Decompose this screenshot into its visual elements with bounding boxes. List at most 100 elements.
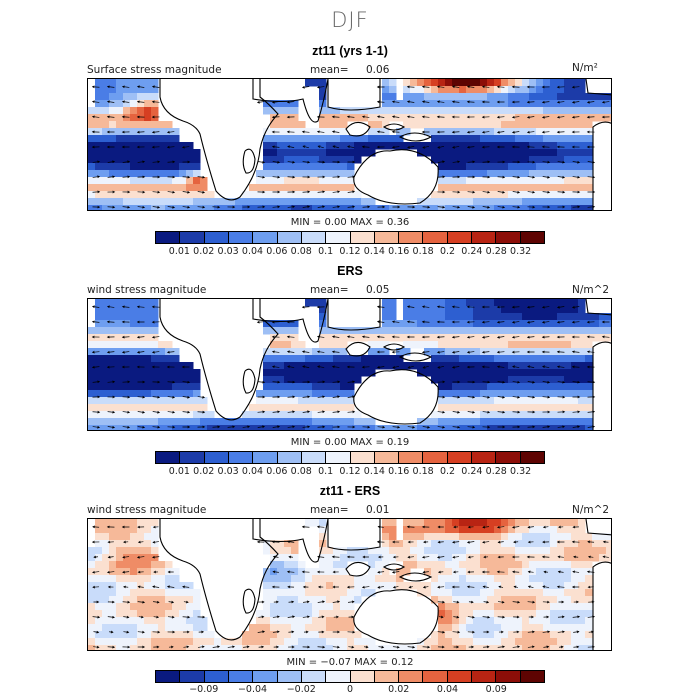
wind-vector-head bbox=[451, 130, 455, 134]
field-cell bbox=[347, 369, 355, 377]
field-cell bbox=[249, 184, 257, 192]
field-cell bbox=[116, 191, 124, 199]
field-cell bbox=[508, 156, 516, 164]
field-cell bbox=[144, 177, 152, 185]
field-cell bbox=[263, 142, 271, 150]
field-cell bbox=[144, 369, 152, 377]
field-cell bbox=[284, 376, 292, 384]
field-cell bbox=[298, 135, 306, 143]
field-cell bbox=[249, 638, 257, 646]
wind-vector-head bbox=[586, 130, 590, 134]
field-cell bbox=[536, 526, 544, 534]
wind-vector-head bbox=[562, 190, 566, 194]
field-cell bbox=[452, 540, 460, 548]
field-cell bbox=[109, 638, 117, 646]
field-cell bbox=[564, 582, 572, 590]
wind-vector-head bbox=[322, 160, 326, 164]
field-cell bbox=[515, 362, 523, 370]
field-cell bbox=[291, 568, 299, 576]
field-cell bbox=[151, 149, 159, 157]
wind-vector-head bbox=[601, 115, 605, 119]
field-cell bbox=[403, 306, 411, 314]
field-cell bbox=[382, 299, 390, 307]
colorbar-tick-label: 0.32 bbox=[510, 246, 532, 257]
field-cell bbox=[501, 114, 509, 122]
field-cell bbox=[438, 533, 446, 541]
field-cell bbox=[501, 198, 509, 206]
field-cell bbox=[340, 369, 348, 377]
field-cell bbox=[557, 313, 565, 321]
field-cell bbox=[102, 198, 110, 206]
field-cell bbox=[529, 589, 537, 597]
field-cell bbox=[102, 348, 110, 356]
wind-vector bbox=[467, 101, 475, 103]
field-cell bbox=[123, 198, 131, 206]
wind-vector bbox=[318, 616, 324, 618]
wind-vector bbox=[257, 161, 265, 163]
field-cell bbox=[501, 362, 509, 370]
field-cell bbox=[473, 561, 481, 569]
colorbar-swatch bbox=[496, 671, 521, 682]
field-cell bbox=[277, 404, 285, 412]
field-cell bbox=[536, 198, 544, 206]
field-cell bbox=[95, 603, 103, 611]
field-cell bbox=[312, 177, 320, 185]
wind-vector-head bbox=[526, 85, 530, 89]
field-cell bbox=[361, 582, 369, 590]
field-cell bbox=[179, 177, 187, 185]
field-cell bbox=[410, 114, 418, 122]
colorbar-swatch bbox=[447, 671, 473, 682]
field-cell bbox=[263, 610, 271, 618]
field-cell bbox=[368, 547, 376, 555]
wind-vector-head bbox=[421, 130, 425, 134]
field-cell bbox=[326, 149, 334, 157]
field-cell bbox=[473, 170, 481, 178]
field-cell bbox=[228, 638, 236, 646]
wind-vector-head bbox=[166, 365, 170, 369]
field-cell bbox=[137, 313, 145, 321]
colorbar-swatch bbox=[399, 232, 424, 243]
field-cell bbox=[312, 589, 320, 597]
field-cell bbox=[473, 191, 481, 199]
field-cell bbox=[179, 631, 187, 639]
field-cell bbox=[459, 184, 467, 192]
field-cell bbox=[263, 355, 271, 363]
field-cell bbox=[515, 299, 523, 307]
field-cell bbox=[333, 397, 341, 405]
field-cell bbox=[214, 418, 222, 426]
field-cell bbox=[277, 163, 285, 171]
field-cell bbox=[172, 369, 180, 377]
wind-vector-head bbox=[437, 365, 441, 369]
field-cell bbox=[137, 645, 145, 650]
field-cell bbox=[95, 313, 103, 321]
field-cell bbox=[165, 376, 173, 384]
colorbar-swatch bbox=[447, 452, 473, 463]
field-cell bbox=[186, 638, 194, 646]
wind-vector bbox=[377, 586, 385, 588]
field-cell bbox=[557, 156, 565, 164]
field-cell bbox=[487, 376, 495, 384]
field-cell bbox=[578, 299, 586, 307]
field-cell bbox=[452, 411, 460, 419]
wind-vector bbox=[527, 101, 535, 103]
wind-vector bbox=[467, 146, 475, 148]
wind-vector bbox=[557, 191, 565, 193]
wind-vector bbox=[557, 616, 565, 618]
field-cell bbox=[102, 575, 110, 583]
field-cell bbox=[158, 411, 166, 419]
field-cell bbox=[109, 397, 117, 405]
wind-vector-head bbox=[337, 600, 340, 604]
wind-vector-head bbox=[586, 350, 590, 354]
field-cell bbox=[347, 334, 355, 342]
wind-vector-head bbox=[377, 365, 380, 369]
wind-vector-head bbox=[291, 630, 295, 634]
wind-vector bbox=[122, 411, 130, 413]
wind-vector bbox=[393, 586, 399, 588]
wind-vector bbox=[557, 586, 565, 588]
field-cell bbox=[305, 610, 313, 618]
wind-vector bbox=[137, 396, 145, 398]
field-cell bbox=[536, 561, 544, 569]
field-cell bbox=[529, 376, 537, 384]
field-cell bbox=[445, 79, 453, 87]
wind-vector-head bbox=[556, 365, 560, 369]
